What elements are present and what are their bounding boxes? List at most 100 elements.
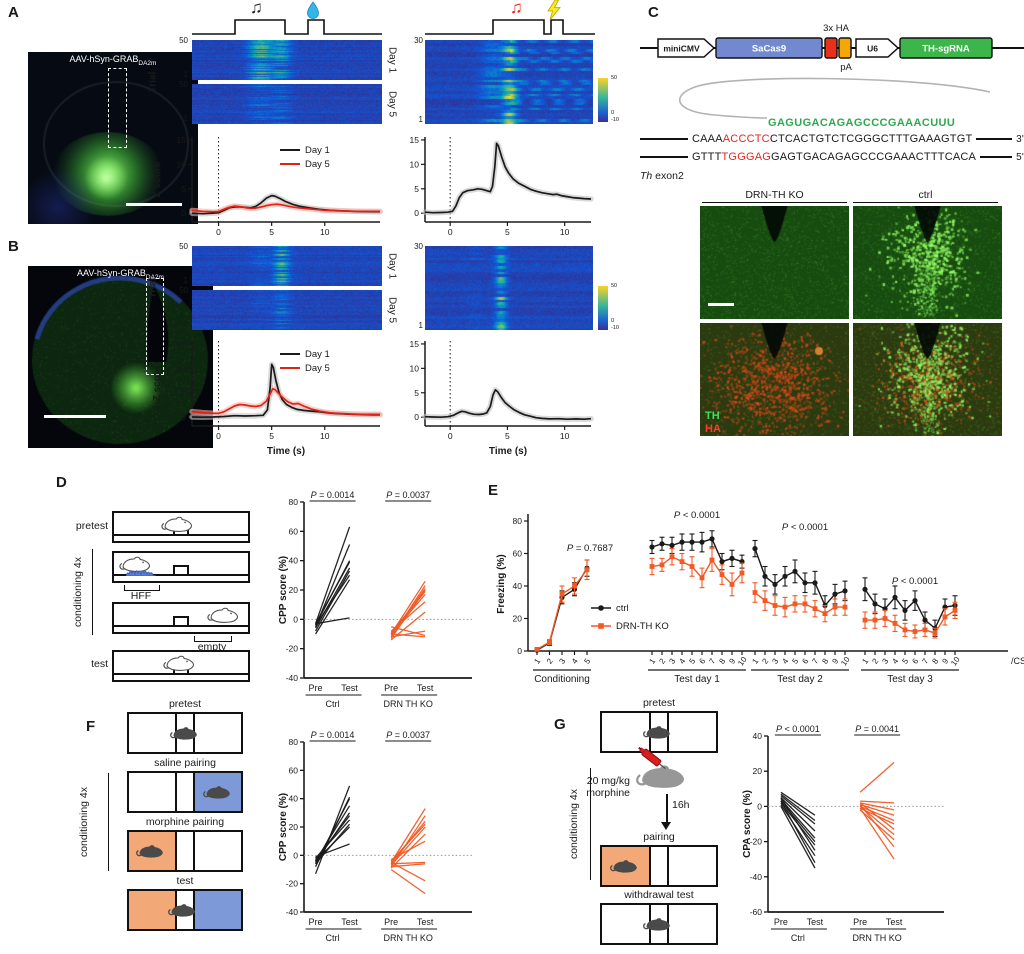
svg-text:0: 0 <box>517 646 522 656</box>
svg-text:Conditioning: Conditioning <box>534 674 590 685</box>
svg-text:miniCMV: miniCMV <box>663 44 700 54</box>
svg-text:9: 9 <box>727 656 737 665</box>
svg-text:Day 5: Day 5 <box>305 363 330 374</box>
svg-text:DRN-TH KO: DRN-TH KO <box>616 621 669 632</box>
conditioning-label: conditioning 4x <box>72 556 84 628</box>
zscore-plot-b-left: 0 5 10 15 0 5 10 Z score Time (s) Day 1 Day 5 <box>152 339 383 457</box>
colorbar-max: 50 <box>611 75 618 81</box>
music-note-icon: ♫ <box>250 0 263 17</box>
svg-text:P < 0.0001: P < 0.0001 <box>892 576 938 587</box>
svg-text:Test: Test <box>341 917 358 927</box>
step-label-withdrawal: withdrawal test <box>624 889 694 901</box>
svg-text:0: 0 <box>414 208 419 218</box>
colorbar-min: -10 <box>611 117 619 123</box>
scale-bar <box>44 414 106 418</box>
delay-arrow-head <box>661 822 671 830</box>
panel-b-label: B <box>8 238 19 255</box>
probe-track <box>146 278 164 375</box>
svg-text:0: 0 <box>216 227 221 237</box>
food-pellets-icon <box>126 570 156 576</box>
water-drop-icon <box>307 1 319 19</box>
mouse-icon <box>643 917 671 932</box>
svg-text:40: 40 <box>289 794 299 804</box>
svg-text:0: 0 <box>181 412 186 422</box>
svg-text:10: 10 <box>736 655 749 668</box>
svg-text:Time (s): Time (s) <box>489 446 527 457</box>
dna-strand-bottom: GTTTTGGGAGGAGTGACAGAGCCCGAAACTTTCACA 5' <box>640 151 1024 163</box>
svg-text:Ctrl: Ctrl <box>791 933 805 943</box>
svg-text:80: 80 <box>289 737 299 747</box>
exon-label: Th exon2 <box>640 170 684 182</box>
svg-text:3: 3 <box>557 656 567 665</box>
svg-text:5: 5 <box>181 388 186 398</box>
colorbar <box>598 286 608 330</box>
construct-diagram: miniCMV SaCas9 U6 TH-sgRNA 3x HA pA <box>640 23 1024 73</box>
mouse-icon <box>136 844 164 859</box>
svg-text:Ctrl: Ctrl <box>326 933 340 943</box>
trial-tick: 30 <box>414 242 423 251</box>
svg-text:80: 80 <box>289 497 299 507</box>
svg-text:5: 5 <box>505 227 510 237</box>
svg-text:10: 10 <box>560 431 570 441</box>
strand-bottom-seq: GTTTTGGGAGGAGTGACAGAGCCCGAAACTTTCACA <box>692 151 977 163</box>
svg-text:40: 40 <box>513 581 523 591</box>
stain-label-th: TH <box>705 410 720 422</box>
svg-text:-20: -20 <box>286 644 299 654</box>
column-header-ko: DRN-TH KO <box>702 189 847 203</box>
svg-text:5: 5 <box>790 656 800 665</box>
svg-text:40: 40 <box>753 731 763 741</box>
svg-text:Test: Test <box>341 683 358 693</box>
svg-text:Ctrl: Ctrl <box>326 699 340 709</box>
svg-text:DRN TH KO: DRN TH KO <box>852 933 901 943</box>
svg-text:1: 1 <box>532 656 542 665</box>
step-label-morphine: morphine pairing <box>145 816 225 828</box>
trial-tick: 1 <box>183 70 188 79</box>
svg-text:4: 4 <box>780 656 790 665</box>
svg-text:8: 8 <box>820 656 830 665</box>
step-label-pretest: pretest <box>168 698 202 710</box>
colorbar <box>598 78 608 122</box>
mouse-icon <box>207 607 239 623</box>
svg-text:60: 60 <box>289 765 299 775</box>
day1-side-label: Day 1 <box>386 252 398 280</box>
day1-side-label: Day 1 <box>386 46 398 74</box>
svg-text:P < 0.0001: P < 0.0001 <box>674 510 720 521</box>
svg-text:Day 1: Day 1 <box>305 349 330 360</box>
svg-text:10: 10 <box>560 227 570 237</box>
svg-text:-40: -40 <box>286 907 299 917</box>
heatmap-b-right <box>425 246 593 330</box>
brain-a-canvas <box>28 52 198 224</box>
svg-text:Z score: Z score <box>152 161 163 197</box>
svg-text:P = 0.0037: P = 0.0037 <box>386 730 430 740</box>
cpa-box-pairing <box>600 845 718 887</box>
svg-text:3: 3 <box>770 656 780 665</box>
svg-text:10: 10 <box>320 431 330 441</box>
cpa-plot-g: -60 -40 -20 0 20 40 CPA score (%) P < 0.0001 Pre… <box>742 724 944 943</box>
svg-text:0: 0 <box>293 850 298 860</box>
delay-label: 16h <box>672 799 690 811</box>
step-label-test: test <box>91 658 108 670</box>
step-label-saline: saline pairing <box>154 757 216 769</box>
svg-text:Pre: Pre <box>384 917 398 927</box>
mouse-icon <box>203 785 231 800</box>
stimulus-trace-a-left <box>192 19 382 35</box>
mouse-icon <box>170 726 198 741</box>
mouse-icon <box>610 859 638 874</box>
svg-text:P = 0.7687: P = 0.7687 <box>567 543 613 554</box>
svg-text:20: 20 <box>289 822 299 832</box>
panel-c-label: C <box>648 4 659 21</box>
step-label-pretest: pretest <box>642 697 676 709</box>
svg-text:SaCas9: SaCas9 <box>752 44 786 55</box>
strand-bottom-end: 5' <box>1016 151 1024 163</box>
zscore-plot-a-right: 0 5 10 15 0 5 10 <box>410 135 594 237</box>
trial-tick: 1 <box>183 320 188 329</box>
scale-bar <box>126 202 182 206</box>
svg-text:1: 1 <box>750 656 760 665</box>
morphine-dose-line1: 20 mg/kg <box>586 775 630 787</box>
svg-text:Test: Test <box>807 917 824 927</box>
colorbar-zero: 0 <box>611 318 615 324</box>
hff-bracket <box>124 585 160 591</box>
cpa-box-withdrawal <box>600 903 718 945</box>
svg-text:-20: -20 <box>750 837 763 847</box>
